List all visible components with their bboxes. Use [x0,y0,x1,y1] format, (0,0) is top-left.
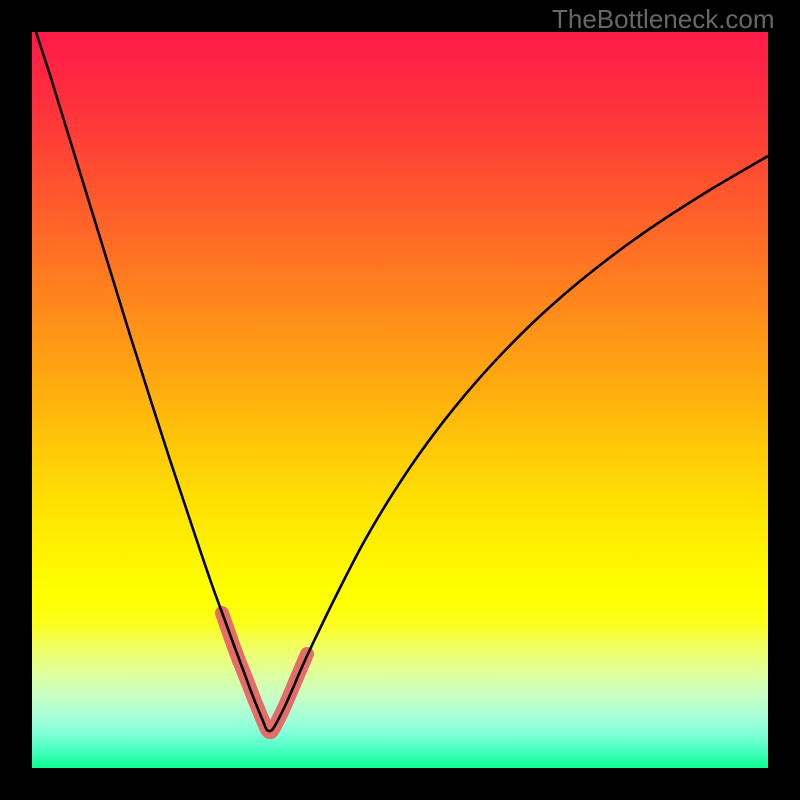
plot-background-gradient [32,32,768,768]
frame-bottom [0,768,800,800]
bottleneck-chart [0,0,800,800]
frame-left [0,0,32,800]
watermark-text: TheBottleneck.com [552,4,775,35]
frame-right [768,0,800,800]
